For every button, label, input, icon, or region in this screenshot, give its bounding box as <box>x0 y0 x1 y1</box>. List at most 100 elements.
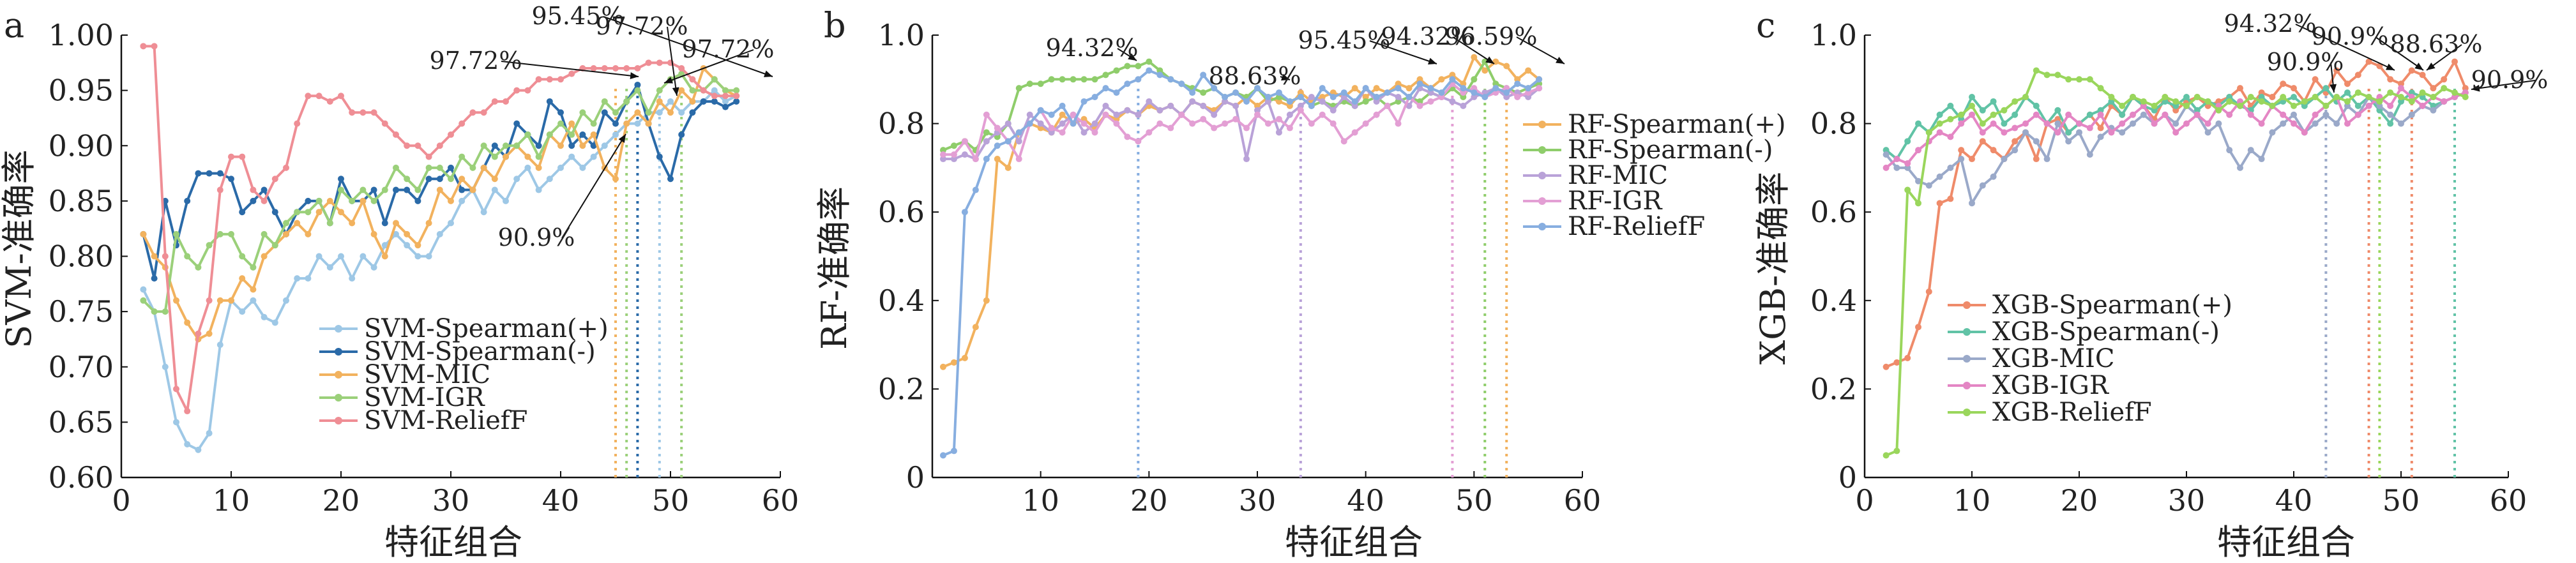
data-point <box>2183 120 2190 127</box>
data-point <box>503 197 509 204</box>
data-point <box>1395 120 1402 127</box>
data-point <box>950 156 957 163</box>
data-point <box>1232 89 1239 96</box>
data-point <box>436 186 443 193</box>
data-point <box>546 176 553 183</box>
data-point <box>1947 102 1954 109</box>
data-point <box>1189 120 1196 127</box>
y-axis-label: SVM-准确率 <box>0 149 39 349</box>
y-tick-label: 0.60 <box>49 460 114 495</box>
data-point <box>271 176 278 183</box>
data-point <box>1297 94 1304 101</box>
data-point <box>1883 363 1890 370</box>
data-point <box>2291 120 2297 127</box>
x-tick-label: 0 <box>1855 483 1874 518</box>
data-point <box>261 253 268 260</box>
data-point <box>950 142 957 149</box>
data-point <box>1135 138 1142 145</box>
data-point <box>711 87 718 94</box>
data-point <box>1232 102 1239 109</box>
data-point <box>1091 120 1098 127</box>
data-point <box>448 197 454 204</box>
data-point <box>2054 120 2061 127</box>
data-point <box>2226 94 2233 101</box>
annotation-arrow <box>2295 24 2395 71</box>
data-point <box>623 120 630 127</box>
data-point <box>1275 116 1282 123</box>
data-point <box>557 120 564 127</box>
data-point <box>568 153 575 160</box>
data-point <box>1990 98 1997 105</box>
data-point <box>1124 80 1131 87</box>
data-point <box>2065 129 2072 136</box>
data-point <box>2108 129 2115 136</box>
data-point <box>1460 85 1467 92</box>
data-point <box>1004 138 1011 145</box>
data-point <box>994 124 1001 131</box>
data-point <box>612 109 619 116</box>
data-point <box>283 220 289 227</box>
data-point <box>1525 94 1532 101</box>
data-point <box>2258 94 2265 101</box>
data-point <box>722 103 729 110</box>
data-point <box>425 153 432 160</box>
data-point <box>1384 102 1391 109</box>
data-point <box>1979 120 1986 127</box>
data-point <box>2312 120 2319 127</box>
data-point <box>667 176 674 183</box>
data-point <box>305 93 312 100</box>
data-point <box>2408 67 2415 74</box>
data-point <box>1264 94 1271 101</box>
y-tick-label: 0 <box>1838 460 1857 495</box>
legend-label: RF-MIC <box>1568 161 1668 190</box>
data-point <box>2033 156 2040 163</box>
data-point <box>2398 85 2404 92</box>
data-point <box>2119 102 2126 109</box>
data-point <box>601 109 608 116</box>
legend-marker <box>1963 382 1971 389</box>
legend-marker <box>1963 409 1971 416</box>
data-point <box>961 151 968 158</box>
data-point <box>656 153 663 160</box>
legend-label: RF-IGR <box>1568 186 1663 216</box>
data-point <box>315 253 322 260</box>
data-point <box>216 297 224 304</box>
annotation-arrowhead <box>630 72 639 79</box>
data-point <box>1936 200 1943 207</box>
data-point <box>1124 107 1131 114</box>
data-point <box>2172 102 2179 109</box>
data-point <box>2344 120 2351 127</box>
data-point <box>2322 85 2330 92</box>
annotation-label: 97.72% <box>596 12 688 40</box>
data-point <box>1319 85 1326 92</box>
data-point <box>950 151 957 158</box>
data-point <box>1883 151 1890 158</box>
data-point <box>206 330 213 337</box>
data-point <box>261 186 268 193</box>
data-point <box>425 164 432 171</box>
annotation-arrow <box>2471 80 2536 90</box>
data-point <box>271 319 278 326</box>
data-point <box>1091 76 1098 83</box>
data-point <box>2043 71 2050 79</box>
data-point <box>305 209 312 216</box>
data-point <box>184 441 191 448</box>
data-point <box>1503 89 1510 96</box>
data-point <box>1481 94 1489 101</box>
annotation-arrow <box>667 26 678 96</box>
data-point <box>612 120 619 127</box>
data-point <box>239 253 246 260</box>
annotation-arrowhead <box>2427 63 2436 70</box>
data-point <box>338 176 344 183</box>
data-point <box>436 176 443 183</box>
data-point <box>393 164 399 171</box>
data-point <box>2097 124 2104 131</box>
data-point <box>1059 120 1066 127</box>
data-point <box>667 109 674 116</box>
data-point <box>1351 98 1358 105</box>
data-point <box>1969 200 1975 207</box>
legend-label: RF-ReliefF <box>1568 212 1705 241</box>
data-point <box>1340 89 1347 96</box>
data-point <box>1091 129 1098 136</box>
series-lines <box>939 54 1543 459</box>
